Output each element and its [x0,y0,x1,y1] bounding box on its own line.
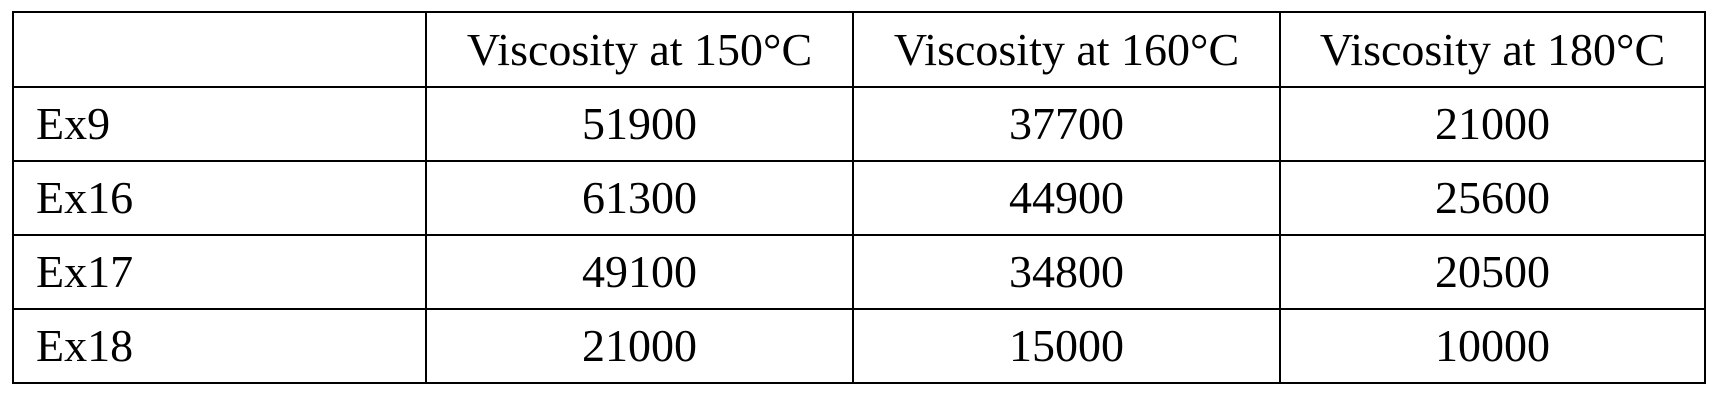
value-cell: 25600 [1279,160,1706,236]
value-cell: 37700 [852,86,1281,162]
header-cell-viscosity-180: Viscosity at 180°C [1279,11,1706,88]
value-cell: 34800 [852,234,1281,310]
value-cell: 15000 [852,308,1281,384]
table-row: Ex17 49100 34800 20500 [12,234,1706,310]
row-label-cell: Ex18 [12,308,427,384]
viscosity-table-container: Viscosity at 150°C Viscosity at 160°C Vi… [12,11,1706,384]
value-cell: 20500 [1279,234,1706,310]
viscosity-table: Viscosity at 150°C Viscosity at 160°C Vi… [12,11,1706,384]
value-cell: 44900 [852,160,1281,236]
value-cell: 21000 [425,308,854,384]
table-row: Ex9 51900 37700 21000 [12,86,1706,162]
value-cell: 51900 [425,86,854,162]
table-row: Ex16 61300 44900 25600 [12,160,1706,236]
value-cell: 10000 [1279,308,1706,384]
value-cell: 61300 [425,160,854,236]
row-label-cell: Ex17 [12,234,427,310]
value-cell: 21000 [1279,86,1706,162]
table-header-row: Viscosity at 150°C Viscosity at 160°C Vi… [12,11,1706,88]
row-label-cell: Ex9 [12,86,427,162]
header-cell-viscosity-160: Viscosity at 160°C [852,11,1281,88]
row-label-cell: Ex16 [12,160,427,236]
header-cell-viscosity-150: Viscosity at 150°C [425,11,854,88]
header-cell-empty [12,11,427,88]
value-cell: 49100 [425,234,854,310]
table-row: Ex18 21000 15000 10000 [12,308,1706,384]
